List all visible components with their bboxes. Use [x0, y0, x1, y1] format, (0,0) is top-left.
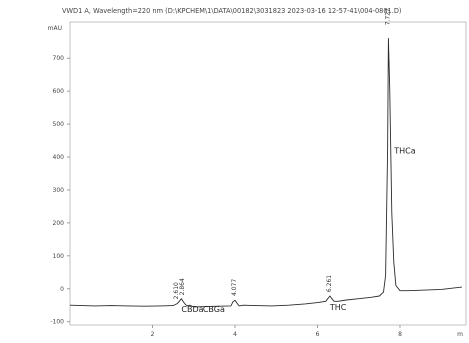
y-tick-label-2: 100	[53, 253, 65, 260]
plot-frame	[69, 21, 467, 326]
axis-ticks: -100 0 100 200 300 400 500 600 700 mAU 2 4 6 8 m	[48, 25, 463, 338]
peak-label-0: CBDa	[181, 305, 203, 314]
y-unit-label: mAU	[48, 25, 62, 32]
x-tick-label-3: 8	[398, 331, 402, 338]
peak-label-2: THC	[329, 303, 347, 312]
y-tick-label-7: 600	[53, 88, 65, 95]
x-unit-label: m	[457, 331, 463, 338]
y-tick-label-1: 0	[60, 286, 64, 293]
y-tick-label-0: -100	[50, 319, 64, 326]
peak-label-1: CBGa	[203, 305, 225, 314]
series-line-0	[69, 38, 462, 308]
y-tick-label-3: 200	[53, 220, 65, 227]
y-tick-label-4: 300	[53, 187, 65, 194]
x-tick-label-2: 6	[316, 331, 320, 338]
retention-time-2: 4.077	[231, 279, 238, 296]
y-tick-label-8: 700	[53, 55, 65, 62]
chart-title: VWD1 A, Wavelength=220 nm (D:\KPCHEM\1\D…	[62, 7, 402, 15]
series-layer	[69, 38, 462, 308]
retention-time-1: 2.864	[179, 278, 186, 295]
axes	[69, 21, 467, 326]
x-tick-label-1: 4	[233, 331, 237, 338]
x-tick-label-0: 2	[151, 331, 155, 338]
y-tick-label-6: 500	[53, 121, 65, 128]
retention-time-0: 2.610	[173, 282, 180, 299]
retention-time-3: 6.261	[326, 275, 333, 292]
peak-labels: 2.610 2.864 4.077 6.261 7.727 CBDa CBGa THC THCa	[173, 8, 416, 314]
retention-time-4: 7.727	[384, 8, 391, 25]
peak-label-3: THCa	[393, 147, 415, 156]
y-tick-label-5: 400	[53, 154, 65, 161]
